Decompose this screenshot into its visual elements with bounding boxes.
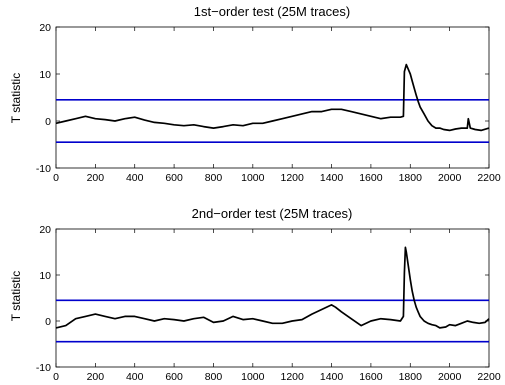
y-tick-label: 10 xyxy=(39,69,51,81)
chart-title: 2nd−order test (25M traces) xyxy=(192,206,353,221)
t-statistic-series-line xyxy=(55,246,490,329)
x-tick-label: 0 xyxy=(53,172,59,184)
x-tick-label: 800 xyxy=(205,172,223,184)
chart-panel-first-order: 1st−order test (25M traces) T statistic … xyxy=(9,4,501,184)
y-tick-label: 10 xyxy=(39,270,51,282)
y-tick-label: 0 xyxy=(45,116,51,128)
x-tick-label: 200 xyxy=(87,172,105,184)
y-tick-label: -10 xyxy=(36,362,51,374)
x-tick-label: 1800 xyxy=(399,371,423,383)
x-tick-label: 2000 xyxy=(438,172,462,184)
x-tick-label: 400 xyxy=(126,371,144,383)
y-axis-label: T statistic xyxy=(9,73,23,123)
x-tick-label: 200 xyxy=(87,371,105,383)
x-tick-label: 1200 xyxy=(281,371,305,383)
x-tick-label: 800 xyxy=(205,371,223,383)
x-tick-label: 600 xyxy=(165,172,183,184)
x-tick-label: 1800 xyxy=(399,172,423,184)
plot-area xyxy=(55,26,490,169)
x-tick-label: 2000 xyxy=(438,371,462,383)
x-tick-label: 2200 xyxy=(477,371,501,383)
t-statistic-series-line xyxy=(55,63,490,132)
x-tick-label: 0 xyxy=(53,371,59,383)
y-tick-label: 0 xyxy=(45,316,51,328)
x-tick-label: 400 xyxy=(126,172,144,184)
x-tick-label: 2200 xyxy=(477,172,501,184)
y-tick-label: 20 xyxy=(39,224,51,236)
x-tick-label: 1400 xyxy=(320,371,344,383)
chart-title: 1st−order test (25M traces) xyxy=(194,4,350,19)
x-tick-label: 1200 xyxy=(281,172,305,184)
x-tick-label: 1000 xyxy=(241,371,265,383)
y-tick-label: 20 xyxy=(39,22,51,34)
x-tick-label: 1600 xyxy=(359,172,383,184)
x-tick-label: 1000 xyxy=(241,172,265,184)
x-tick-label: 600 xyxy=(165,371,183,383)
y-tick-label: -10 xyxy=(36,163,51,175)
y-axis-label: T statistic xyxy=(9,271,23,321)
x-tick-label: 1600 xyxy=(359,371,383,383)
chart-panel-second-order: 2nd−order test (25M traces) T statistic … xyxy=(9,206,501,383)
plot-area xyxy=(55,228,490,368)
x-tick-label: 1400 xyxy=(320,172,344,184)
